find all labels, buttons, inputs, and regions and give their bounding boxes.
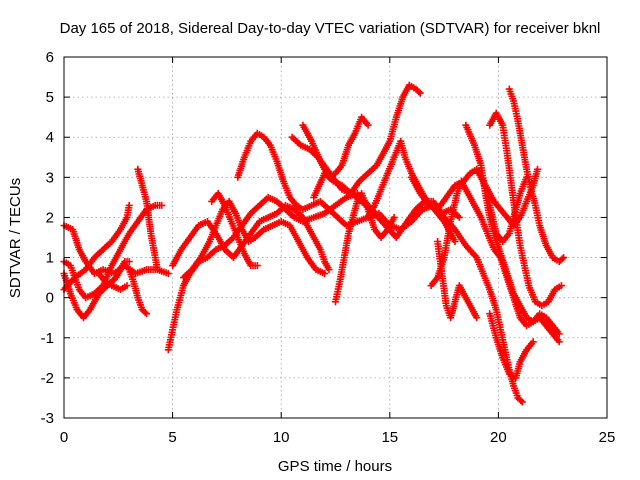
y-tick-label: 0 xyxy=(46,290,54,307)
y-tick-label: 1 xyxy=(46,250,54,267)
series-12-markers xyxy=(234,129,526,406)
y-axis-label: SDTVAR / TECUs xyxy=(7,178,24,298)
x-tick-label: 5 xyxy=(168,429,176,446)
data-point-markers xyxy=(434,238,481,322)
data-point-markers xyxy=(125,266,150,318)
chart-title: Day 165 of 2018, Sidereal Day-to-day VTE… xyxy=(60,20,601,37)
y-tick-label: 4 xyxy=(46,129,54,146)
plot-frame xyxy=(63,56,608,419)
series-11-markers xyxy=(208,189,261,270)
series-5-markers xyxy=(134,165,161,274)
data-point-markers xyxy=(95,270,131,294)
series-24-markers xyxy=(473,165,541,229)
y-tick-label: 3 xyxy=(46,169,54,186)
data-point-markers xyxy=(234,129,526,406)
series-6-markers xyxy=(95,270,131,294)
data-point-markers xyxy=(310,81,424,201)
data-point-markers xyxy=(299,113,372,181)
series-25-markers xyxy=(486,310,537,382)
x-tick-label: 0 xyxy=(60,429,68,446)
y-tick-label: -1 xyxy=(41,330,54,347)
x-axis-label: GPS time / hours xyxy=(278,458,392,475)
series-16-markers xyxy=(332,189,398,306)
x-tick-label: 20 xyxy=(490,429,507,446)
x-tick-label: 15 xyxy=(381,429,398,446)
series-7-markers xyxy=(125,266,150,318)
series-20-markers xyxy=(434,238,481,322)
grid-lines xyxy=(64,57,607,418)
data-point-markers xyxy=(473,165,541,229)
data-point-markers xyxy=(134,165,161,274)
data-point-markers xyxy=(332,189,398,306)
data-point-markers xyxy=(208,189,261,270)
y-tick-label: 2 xyxy=(46,209,54,226)
series-14-markers xyxy=(299,113,372,181)
y-tick-label: -2 xyxy=(41,370,54,387)
series-22-markers xyxy=(486,109,565,310)
x-tick-label: 10 xyxy=(273,429,290,446)
data-point-markers xyxy=(486,109,565,310)
y-tick-label: -3 xyxy=(41,410,54,427)
x-tick-label: 25 xyxy=(599,429,616,446)
y-tick-label: 6 xyxy=(46,49,54,66)
y-tick-label: 5 xyxy=(46,89,54,106)
data-point-markers xyxy=(486,310,537,382)
series-17-markers xyxy=(364,137,459,245)
data-point-markers xyxy=(364,137,459,245)
series-15-markers xyxy=(310,81,424,201)
data-series xyxy=(60,81,568,406)
